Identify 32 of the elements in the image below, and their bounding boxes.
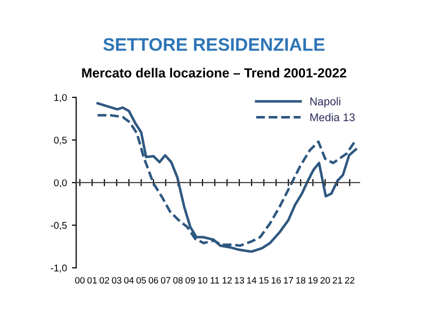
x-tick-label: 01 bbox=[87, 277, 97, 284]
x-tick-label: 11 bbox=[210, 277, 220, 284]
x-tick-label: 09 bbox=[186, 277, 195, 284]
legend-label: Media 13 bbox=[310, 113, 355, 122]
x-tick-label: 19 bbox=[308, 277, 318, 284]
x-tick-label: 15 bbox=[259, 277, 269, 284]
x-tick-label: 04 bbox=[124, 277, 134, 284]
x-tick-label: 08 bbox=[173, 277, 183, 284]
y-tick-label: 1,0 bbox=[54, 94, 67, 102]
x-tick-label: 17 bbox=[284, 277, 294, 284]
x-tick-label: 10 bbox=[198, 277, 208, 284]
x-tick-label: 05 bbox=[136, 277, 146, 284]
x-tick-label: 00 bbox=[75, 277, 85, 284]
x-tick-label: 21 bbox=[332, 277, 342, 284]
legend-label: Napoli bbox=[310, 97, 340, 108]
x-tick-label: 02 bbox=[100, 277, 110, 284]
x-tick-label: 13 bbox=[234, 277, 244, 284]
y-tick-label: 0,0 bbox=[54, 179, 67, 188]
x-tick-label: 03 bbox=[112, 277, 122, 284]
y-tick-label: -1,0 bbox=[50, 264, 67, 273]
x-tick-label: 12 bbox=[222, 277, 232, 284]
x-tick-label: 20 bbox=[320, 277, 330, 284]
chart-title: SETTORE RESIDENZIALE bbox=[103, 38, 324, 51]
chart-subtitle: Mercato della locazione – Trend 2001-2022 bbox=[82, 68, 346, 78]
x-tick-label: 22 bbox=[345, 277, 354, 284]
y-tick-label: -0,5 bbox=[50, 222, 67, 230]
x-tick-label: 18 bbox=[296, 277, 306, 284]
x-tick-label: 16 bbox=[272, 277, 281, 284]
x-tick-label: 06 bbox=[148, 277, 158, 284]
x-tick-label: 14 bbox=[247, 277, 256, 284]
x-tick-label: 07 bbox=[160, 277, 170, 284]
y-tick-label: 0,5 bbox=[54, 136, 67, 145]
